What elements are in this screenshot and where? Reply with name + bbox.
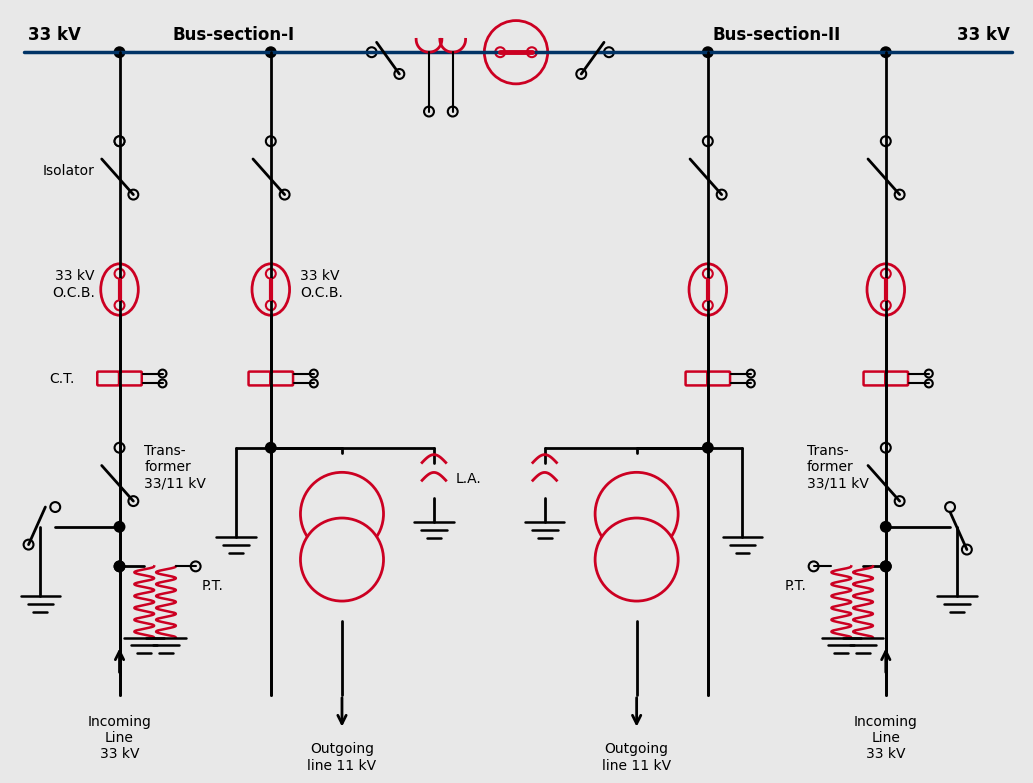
Circle shape — [881, 136, 890, 146]
Text: L.A.: L.A. — [456, 472, 481, 486]
Circle shape — [702, 136, 713, 146]
Circle shape — [747, 380, 755, 388]
Circle shape — [265, 269, 276, 279]
Circle shape — [880, 46, 891, 58]
FancyBboxPatch shape — [272, 372, 293, 385]
Circle shape — [310, 370, 318, 377]
Ellipse shape — [867, 264, 905, 316]
Circle shape — [595, 472, 678, 555]
Circle shape — [880, 521, 891, 532]
Circle shape — [301, 518, 383, 601]
Circle shape — [895, 189, 905, 200]
Text: 33 kV
O.C.B.: 33 kV O.C.B. — [301, 269, 343, 300]
Text: 33 kV
O.C.B.: 33 kV O.C.B. — [52, 269, 95, 300]
Circle shape — [24, 539, 33, 550]
Circle shape — [115, 442, 124, 453]
Ellipse shape — [689, 264, 726, 316]
FancyBboxPatch shape — [886, 372, 908, 385]
Circle shape — [301, 472, 383, 555]
Text: Incoming
Line
33 kV: Incoming Line 33 kV — [854, 715, 917, 761]
Circle shape — [128, 496, 138, 506]
Circle shape — [265, 301, 276, 310]
Circle shape — [809, 561, 818, 572]
Circle shape — [895, 496, 905, 506]
Text: 33 kV: 33 kV — [28, 27, 81, 45]
Text: Trans-
former
33/11 kV: Trans- former 33/11 kV — [807, 444, 869, 491]
Circle shape — [576, 69, 586, 79]
Circle shape — [702, 269, 713, 279]
Circle shape — [114, 521, 125, 532]
FancyBboxPatch shape — [709, 372, 730, 385]
Ellipse shape — [101, 264, 138, 316]
Text: Incoming
Line
33 kV: Incoming Line 33 kV — [88, 715, 152, 761]
Circle shape — [264, 46, 277, 58]
FancyBboxPatch shape — [120, 372, 142, 385]
Text: Outgoing
line 11 kV: Outgoing line 11 kV — [602, 742, 671, 773]
FancyBboxPatch shape — [686, 372, 708, 385]
Circle shape — [265, 136, 276, 146]
Circle shape — [880, 561, 891, 572]
Circle shape — [702, 301, 713, 310]
Text: P.T.: P.T. — [201, 579, 223, 594]
Circle shape — [604, 47, 614, 57]
Circle shape — [128, 189, 138, 200]
Text: Outgoing
line 11 kV: Outgoing line 11 kV — [308, 742, 377, 773]
Circle shape — [945, 502, 956, 512]
FancyBboxPatch shape — [97, 372, 119, 385]
Circle shape — [925, 380, 933, 388]
Circle shape — [425, 106, 434, 117]
Circle shape — [114, 561, 125, 572]
Circle shape — [880, 561, 891, 572]
Circle shape — [881, 442, 890, 453]
FancyBboxPatch shape — [864, 372, 885, 385]
Circle shape — [114, 46, 125, 58]
Text: Bus-section-I: Bus-section-I — [173, 27, 294, 45]
Circle shape — [367, 47, 377, 57]
Circle shape — [115, 136, 124, 146]
Circle shape — [159, 380, 166, 388]
Circle shape — [395, 69, 404, 79]
Circle shape — [484, 20, 547, 84]
Circle shape — [495, 47, 505, 57]
Text: Bus-section-II: Bus-section-II — [713, 27, 841, 45]
Circle shape — [115, 136, 124, 146]
Circle shape — [881, 269, 890, 279]
Circle shape — [447, 106, 458, 117]
Circle shape — [115, 301, 124, 310]
Ellipse shape — [252, 264, 289, 316]
Circle shape — [747, 370, 755, 377]
Circle shape — [701, 46, 714, 58]
Circle shape — [114, 561, 125, 572]
Text: P.T.: P.T. — [785, 579, 807, 594]
Circle shape — [925, 370, 933, 377]
Circle shape — [962, 545, 972, 554]
FancyBboxPatch shape — [249, 372, 271, 385]
Text: Trans-
former
33/11 kV: Trans- former 33/11 kV — [145, 444, 207, 491]
Circle shape — [527, 47, 537, 57]
Circle shape — [51, 502, 60, 512]
Circle shape — [717, 189, 726, 200]
Circle shape — [701, 442, 714, 453]
Circle shape — [280, 189, 289, 200]
Text: Isolator: Isolator — [43, 164, 95, 178]
Circle shape — [191, 561, 200, 572]
Circle shape — [310, 380, 318, 388]
Text: 33 kV: 33 kV — [957, 27, 1009, 45]
Text: C.T.: C.T. — [50, 371, 75, 385]
Circle shape — [264, 442, 277, 453]
Circle shape — [881, 301, 890, 310]
Circle shape — [115, 269, 124, 279]
Circle shape — [159, 370, 166, 377]
Circle shape — [595, 518, 678, 601]
